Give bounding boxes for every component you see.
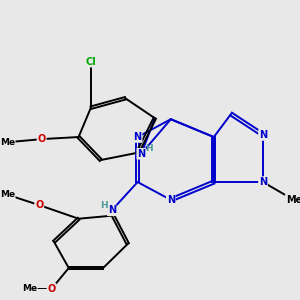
Text: H: H bbox=[146, 144, 153, 153]
Text: N: N bbox=[137, 149, 145, 159]
Text: N: N bbox=[108, 205, 116, 215]
Text: N: N bbox=[167, 195, 175, 205]
Text: Me: Me bbox=[286, 195, 300, 205]
Text: N: N bbox=[134, 132, 142, 142]
Text: Me: Me bbox=[0, 138, 15, 147]
Text: Me: Me bbox=[22, 284, 37, 293]
Text: O: O bbox=[38, 134, 46, 144]
Text: Me: Me bbox=[0, 190, 15, 199]
Text: H: H bbox=[100, 201, 108, 210]
Text: O: O bbox=[35, 200, 44, 210]
Text: Cl: Cl bbox=[85, 57, 96, 67]
Text: N: N bbox=[259, 130, 267, 140]
Text: N: N bbox=[259, 177, 267, 187]
Text: O: O bbox=[47, 284, 56, 294]
